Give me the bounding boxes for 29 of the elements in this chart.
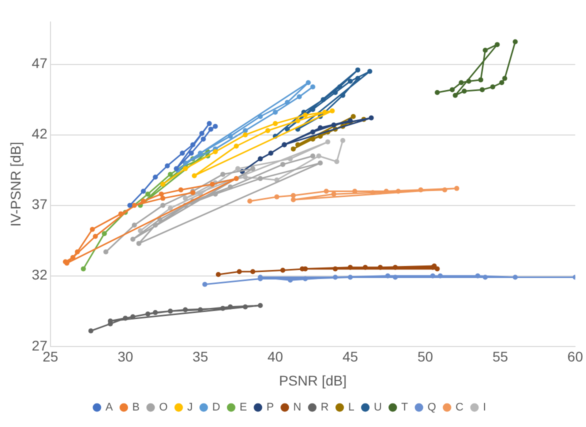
legend-label: T xyxy=(401,402,408,414)
y-tick-label: 32 xyxy=(32,266,48,283)
legend-label: J xyxy=(187,402,193,414)
legend-label: A xyxy=(105,402,114,414)
legend-label: I xyxy=(482,402,486,414)
legend-label: C xyxy=(456,402,464,414)
x-tick-label: 30 xyxy=(118,348,134,365)
y-tick-label: 37 xyxy=(32,196,48,212)
x-tick-label: 45 xyxy=(342,348,358,365)
legend-label: O xyxy=(159,402,168,414)
legend-label: U xyxy=(374,402,382,414)
x-tick-label: 55 xyxy=(492,348,508,365)
legend-label: P xyxy=(266,402,274,414)
legend-label: L xyxy=(348,402,354,414)
legend-label: B xyxy=(132,402,140,414)
legend-label: R xyxy=(320,402,329,414)
legend-label: D xyxy=(212,402,220,414)
y-tick-label: 42 xyxy=(32,126,48,142)
y-axis-title: IV-PSNR [dB] xyxy=(7,142,24,227)
x-tick-label: 60 xyxy=(567,348,584,365)
x-tick-label: 25 xyxy=(42,348,58,365)
y-tick-label: 47 xyxy=(32,55,48,72)
legend-label: N xyxy=(293,402,302,414)
x-axis-title: PSNR [dB] xyxy=(278,372,347,388)
x-tick-label: 35 xyxy=(192,348,208,365)
x-tick-label: 50 xyxy=(417,348,434,365)
legend-label: Q xyxy=(427,402,436,414)
x-tick-label: 40 xyxy=(268,348,284,365)
legend-label: E xyxy=(240,402,247,414)
